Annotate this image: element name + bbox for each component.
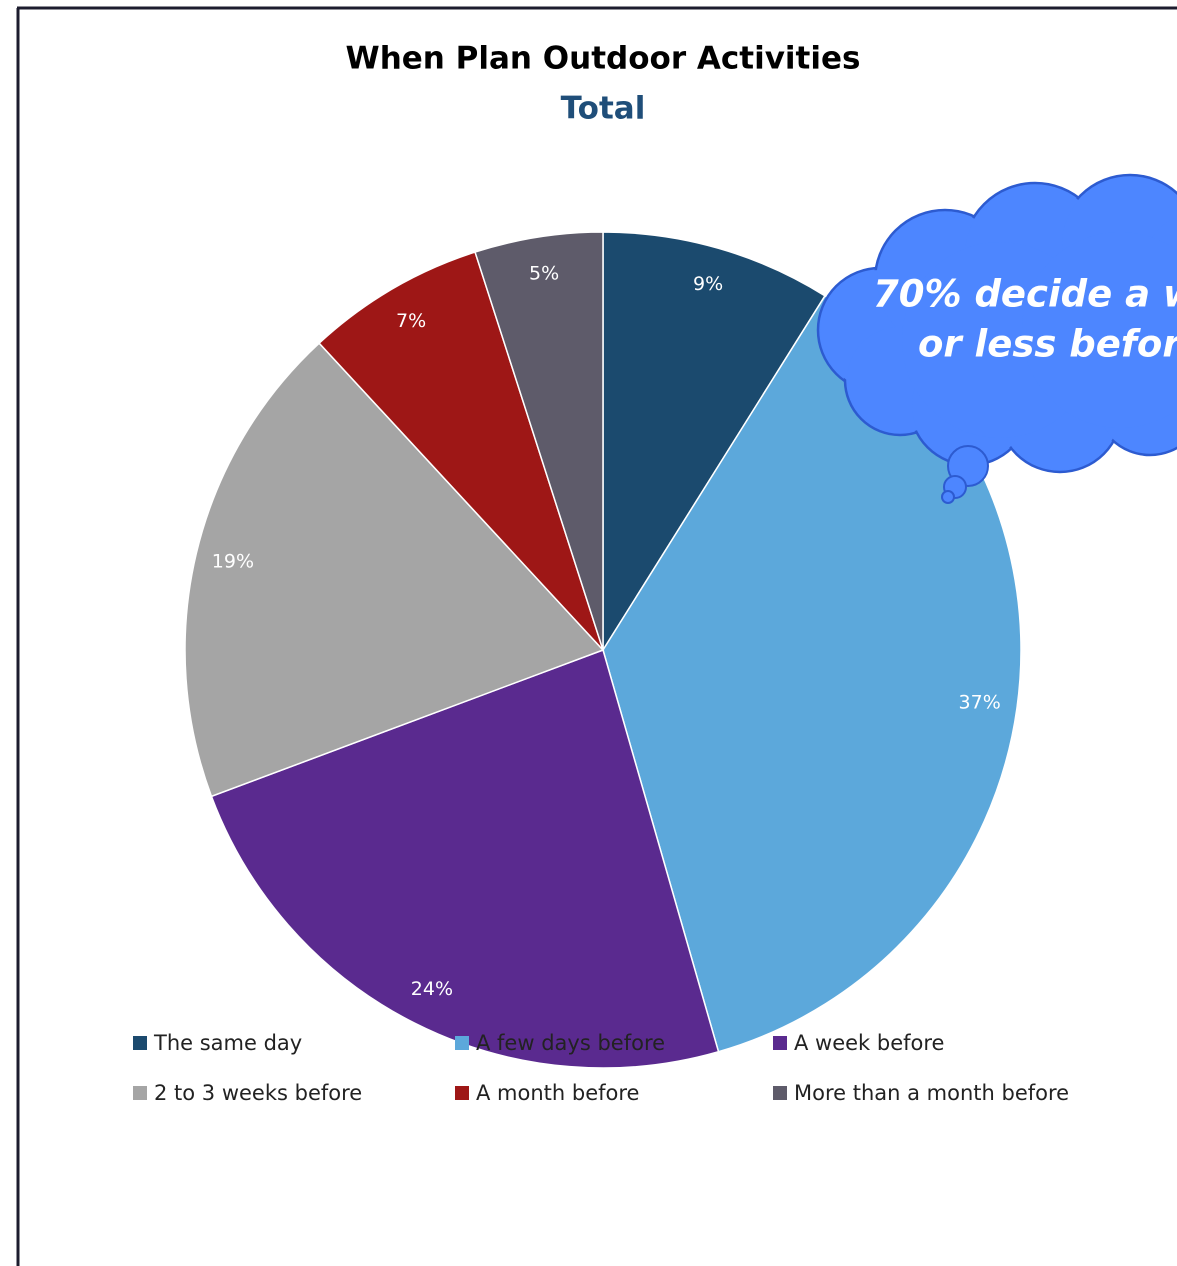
legend-label: The same day (153, 1031, 302, 1055)
pie-slice (318, 251, 604, 651)
pie: 9% 37% 24% 19% 7% 5% (184, 231, 1022, 1069)
data-label: 5% (529, 263, 559, 285)
legend-swatch (773, 1036, 787, 1050)
legend-label: 2 to 3 weeks before (154, 1081, 362, 1105)
legend-swatch (773, 1086, 787, 1100)
annotation: 70% decide a week (873, 273, 1177, 316)
data-label: 7% (396, 310, 426, 332)
data-label: 19% (212, 551, 254, 573)
pie-slice (210, 649, 720, 1069)
legend: The same day A few days before A week befo… (133, 1031, 1069, 1105)
cloud-bubble (941, 490, 955, 504)
data-label: 24% (411, 978, 453, 1000)
legend-label: A month before (476, 1081, 639, 1105)
pie-slice (184, 342, 605, 798)
data-label: 9% (693, 273, 723, 295)
annotation: or less before (918, 323, 1177, 366)
legend-swatch (133, 1086, 147, 1100)
chart-subtitle: Total (561, 91, 646, 127)
callout-cloud: 70% decide a week or less before (816, 173, 1177, 504)
cloud-fill (1022, 232, 1177, 428)
pie-slice (602, 231, 827, 653)
legend-swatch (455, 1036, 469, 1050)
pie-slice (474, 231, 604, 651)
legend-swatch (133, 1036, 147, 1050)
chart-title: When Plan Outdoor Activities (346, 41, 861, 77)
legend-label: A few days before (476, 1031, 665, 1055)
legend-label: A week before (794, 1031, 944, 1055)
data-label: 37% (959, 692, 1001, 714)
legend-label: More than a month before (794, 1081, 1069, 1105)
legend-swatch (455, 1086, 469, 1100)
